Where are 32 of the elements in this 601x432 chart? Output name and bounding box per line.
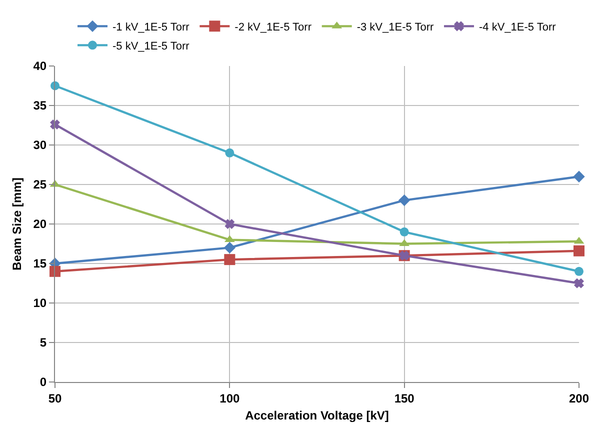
y-tick-label: 35 bbox=[33, 98, 47, 113]
y-tick-label: 30 bbox=[33, 138, 47, 152]
point bbox=[224, 219, 234, 229]
point bbox=[224, 254, 236, 266]
y-tick-label: 20 bbox=[33, 217, 47, 232]
x-axis-title: Acceleration Voltage [kV] bbox=[245, 408, 389, 422]
y-tick-label: 15 bbox=[33, 256, 47, 271]
x-tick-label: 200 bbox=[568, 391, 590, 406]
y-tick-label: 5 bbox=[40, 336, 47, 350]
legend-label: -2 kV_1E-5 Torr bbox=[234, 21, 312, 34]
legend-label: -5 kV_1E-5 Torr bbox=[112, 40, 190, 52]
y-tick-label: 0 bbox=[40, 375, 47, 390]
point bbox=[574, 278, 584, 288]
y-tick-label: 40 bbox=[33, 59, 47, 74]
point bbox=[574, 245, 584, 256]
point bbox=[573, 170, 585, 182]
legend-label: -1 kV_1E-5 Torr bbox=[112, 21, 190, 34]
legend-label: -3 kV_1E-5 Torr bbox=[356, 21, 434, 34]
y-tick-label: 10 bbox=[33, 296, 47, 310]
point bbox=[400, 227, 409, 236]
x-tick-label: 100 bbox=[220, 391, 240, 406]
y-axis-title: Beam Size [mm] bbox=[10, 178, 24, 270]
point bbox=[398, 194, 410, 206]
x-tick-label: 50 bbox=[48, 391, 62, 406]
point bbox=[50, 120, 60, 130]
legend-label: -4 kV_1E-5 Torr bbox=[478, 21, 556, 34]
x-tick-label: 150 bbox=[394, 391, 415, 406]
point bbox=[574, 266, 584, 276]
point bbox=[225, 148, 234, 158]
y-tick-label: 25 bbox=[33, 178, 47, 192]
point bbox=[50, 266, 60, 277]
point bbox=[224, 242, 236, 254]
